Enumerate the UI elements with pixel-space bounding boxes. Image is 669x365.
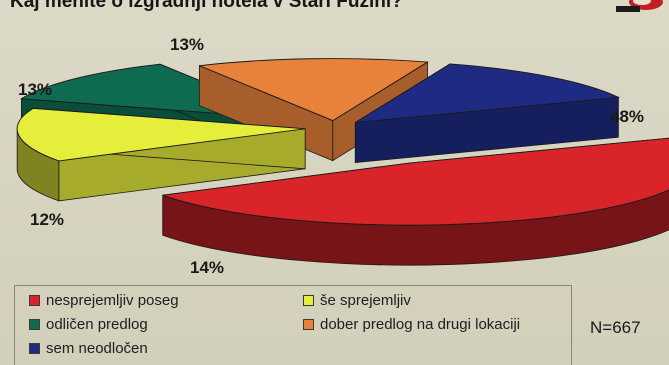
label-se-sprejemljiv: 14% <box>190 258 225 277</box>
legend-label-neodlocen: sem neodločen <box>46 340 148 357</box>
newspaper-logo-icon <box>616 0 663 12</box>
legend-swatch-dober <box>303 318 314 330</box>
label-dober: 13% <box>18 80 53 99</box>
legend-label-dober: dober predlog na drugi lokaciji <box>320 316 521 333</box>
label-odlicen: 12% <box>30 210 65 229</box>
legend-swatch-neodlocen <box>29 342 40 354</box>
legend-item-odlicen: odličen predlog <box>29 316 148 333</box>
chart-legend: nesprejemljiv poseg še sprejemljiv odlič… <box>14 285 572 365</box>
legend-swatch-nesprejemljiv <box>29 294 40 306</box>
legend-label-nesprejemljiv: nesprejemljiv poseg <box>46 292 179 309</box>
legend-item-dober: dober predlog na drugi lokaciji <box>303 316 520 333</box>
sample-size-label: N=667 <box>590 318 641 337</box>
legend-item-se-sprejemljiv: še sprejemljiv <box>303 292 411 309</box>
legend-item-neodlocen: sem neodločen <box>29 340 148 357</box>
slice-dober <box>199 58 429 122</box>
label-neodlocen: 13% <box>170 35 205 54</box>
legend-swatch-odlicen <box>29 318 40 330</box>
legend-item-nesprejemljiv: nesprejemljiv poseg <box>29 292 179 309</box>
slice-nesprejemljiv <box>162 137 669 226</box>
slice-se_sprejemljiv <box>16 107 306 162</box>
label-nesprejemljiv: 48% <box>610 107 645 126</box>
chart-title: Kaj menite o izgradnji hotela v Stari Fu… <box>10 0 403 12</box>
legend-label-odlicen: odličen predlog <box>46 316 148 333</box>
slice-neodlocen <box>355 63 621 123</box>
legend-label-se-sprejemljiv: še sprejemljiv <box>320 292 411 309</box>
pie-chart-3d <box>16 58 669 266</box>
legend-swatch-se-sprejemljiv <box>303 294 314 306</box>
